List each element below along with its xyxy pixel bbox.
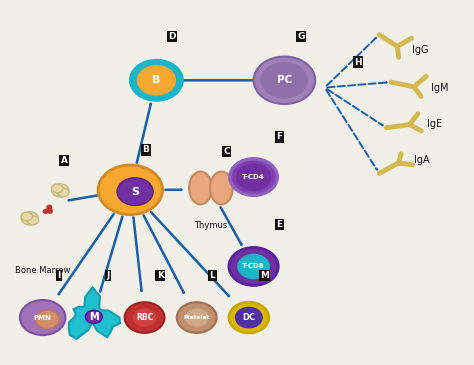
Circle shape (238, 254, 269, 278)
Text: I: I (57, 271, 61, 280)
Text: T-CD4: T-CD4 (242, 174, 265, 180)
Text: L: L (210, 271, 215, 280)
Circle shape (137, 66, 175, 95)
Circle shape (21, 212, 38, 225)
Text: IgM: IgM (431, 83, 449, 93)
Text: Platelet: Platelet (183, 315, 210, 320)
Text: G: G (297, 32, 305, 41)
Circle shape (46, 207, 49, 210)
Text: K: K (157, 271, 164, 280)
Circle shape (50, 209, 54, 212)
Circle shape (177, 302, 217, 333)
Circle shape (261, 62, 308, 99)
Circle shape (45, 208, 49, 211)
Text: PMN: PMN (34, 315, 52, 320)
Text: DC: DC (242, 313, 255, 322)
Circle shape (236, 307, 262, 328)
Text: M: M (89, 312, 99, 322)
Text: IgA: IgA (414, 155, 429, 165)
Text: A: A (61, 156, 67, 165)
Circle shape (27, 216, 38, 225)
Circle shape (117, 178, 153, 205)
Circle shape (21, 212, 32, 221)
Circle shape (229, 247, 278, 285)
Text: J: J (106, 271, 110, 280)
Circle shape (229, 302, 269, 333)
Text: S: S (131, 187, 139, 197)
Ellipse shape (189, 172, 212, 204)
Circle shape (130, 60, 182, 100)
Text: D: D (168, 32, 176, 41)
Circle shape (98, 165, 163, 215)
Circle shape (85, 310, 102, 323)
Circle shape (45, 207, 48, 210)
Circle shape (20, 300, 65, 335)
Circle shape (254, 57, 315, 104)
Text: B: B (152, 75, 161, 85)
Text: T-CD8: T-CD8 (242, 264, 265, 269)
Polygon shape (69, 288, 120, 339)
Text: F: F (277, 132, 283, 141)
Circle shape (47, 205, 51, 208)
Circle shape (36, 310, 59, 328)
Circle shape (52, 184, 63, 193)
Circle shape (125, 302, 164, 333)
Text: IgE: IgE (428, 119, 443, 128)
Ellipse shape (210, 172, 233, 204)
Text: Thymus: Thymus (194, 221, 228, 230)
Text: B: B (143, 145, 149, 154)
Text: PC: PC (277, 75, 292, 85)
Text: E: E (277, 220, 283, 229)
Text: Bone Marrow: Bone Marrow (15, 266, 70, 276)
Circle shape (185, 308, 209, 327)
Circle shape (52, 184, 69, 197)
Text: M: M (260, 271, 269, 280)
Circle shape (58, 188, 69, 197)
Text: H: H (354, 58, 362, 66)
Text: C: C (223, 147, 230, 156)
Circle shape (230, 159, 277, 195)
Circle shape (237, 164, 271, 190)
Circle shape (133, 308, 156, 327)
Text: IgG: IgG (412, 45, 428, 55)
Text: RBC: RBC (136, 313, 153, 322)
